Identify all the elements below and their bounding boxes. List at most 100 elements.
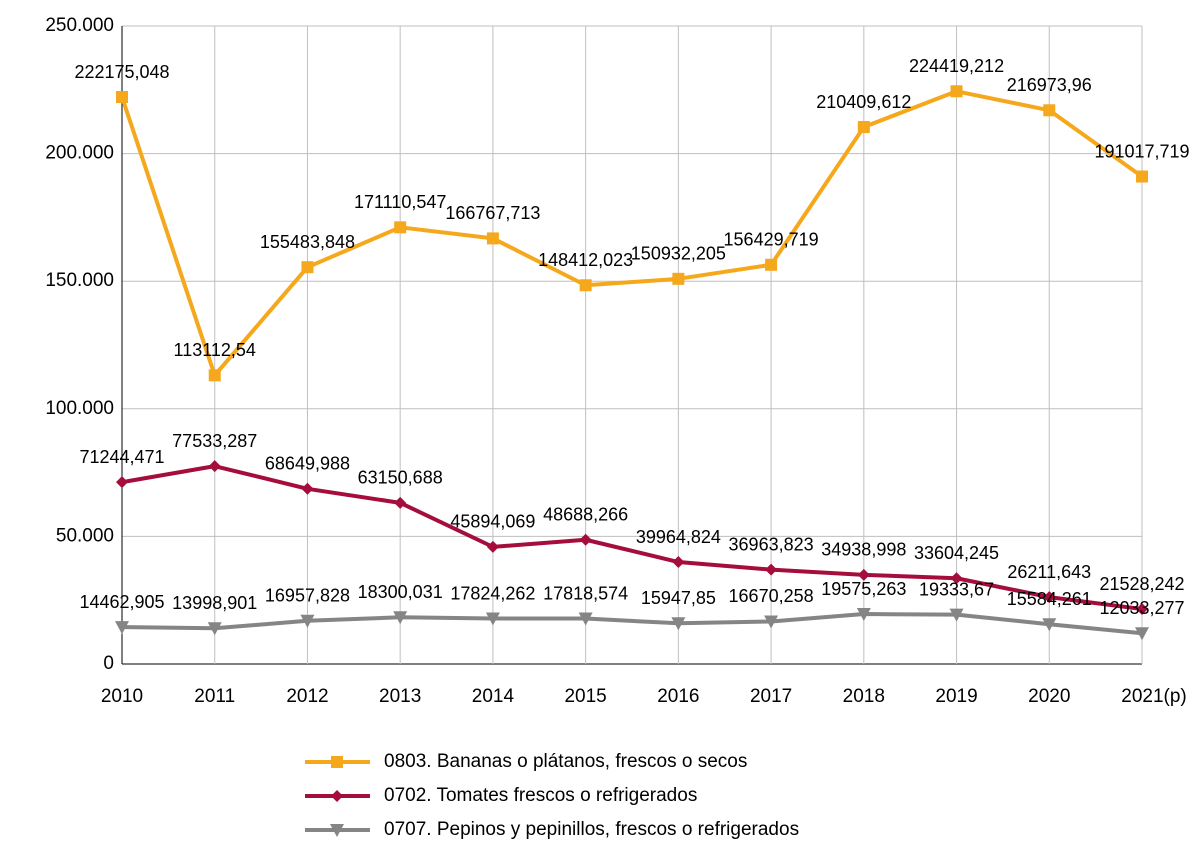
marker: [331, 790, 343, 802]
data-label: 222175,048: [74, 62, 169, 82]
data-label: 33604,245: [914, 543, 999, 563]
series-line: [120, 89, 1144, 378]
marker: [579, 279, 592, 292]
x-tick-label: 2011: [194, 686, 235, 707]
data-label: 156429,719: [724, 230, 819, 250]
data-label: 191017,719: [1094, 141, 1189, 161]
x-tick-label: 2016: [657, 686, 699, 707]
series-line: [121, 612, 1143, 636]
marker: [857, 568, 870, 581]
data-label: 14462,905: [79, 592, 164, 612]
data-label: 210409,612: [816, 92, 911, 112]
data-label: 34938,998: [821, 540, 906, 560]
x-tick-label: 2020: [1028, 686, 1070, 707]
marker: [208, 369, 221, 382]
marker: [1136, 603, 1148, 616]
marker: [949, 608, 964, 622]
data-label: 26211,643: [1007, 562, 1091, 582]
series-line: [121, 464, 1143, 612]
marker: [208, 460, 221, 473]
marker: [950, 85, 963, 98]
data-label: 16957,828: [265, 585, 350, 605]
data-label: 216973,96: [1007, 75, 1092, 95]
marker: [115, 621, 129, 635]
marker: [393, 611, 408, 625]
y-tick-label: 200.000: [45, 143, 114, 164]
y-tick-label: 150.000: [45, 270, 114, 291]
marker: [300, 614, 315, 628]
x-tick-label: 2018: [843, 686, 885, 707]
data-label: 155483,848: [260, 232, 355, 252]
legend-label: 0702. Tomates frescos o refrigerados: [384, 785, 697, 806]
x-tick-label: 2021(p): [1121, 686, 1187, 707]
marker: [765, 563, 778, 576]
marker: [1043, 591, 1056, 604]
legend-label: 0707. Pepinos y pepinillos, frescos o re…: [384, 819, 799, 840]
marker: [764, 615, 779, 629]
x-tick-label: 2012: [286, 686, 328, 707]
data-label: 36963,823: [729, 534, 814, 554]
data-label: 45894,069: [450, 512, 535, 532]
x-tick-label: 2014: [472, 686, 515, 707]
marker: [857, 121, 870, 134]
marker: [207, 622, 222, 636]
y-tick-label: 0: [103, 653, 114, 674]
data-label: 39964,824: [636, 527, 721, 547]
marker: [330, 824, 344, 837]
marker: [1135, 627, 1149, 641]
data-label: 12033,277: [1099, 598, 1184, 618]
marker: [1042, 618, 1057, 632]
marker: [394, 221, 407, 234]
marker: [301, 261, 314, 274]
marker: [486, 232, 499, 245]
marker: [331, 756, 343, 768]
y-tick-label: 250.000: [45, 15, 114, 36]
data-label: 17824,262: [450, 583, 535, 603]
data-label: 15584,261: [1007, 589, 1092, 609]
marker: [672, 272, 685, 285]
data-label: 13998,901: [172, 593, 257, 613]
y-tick-label: 100.000: [45, 398, 114, 419]
data-label: 71244,471: [79, 447, 164, 467]
data-label: 16670,258: [729, 586, 814, 606]
marker: [486, 540, 499, 553]
x-tick-label: 2017: [750, 686, 792, 707]
marker: [116, 476, 128, 489]
marker: [394, 496, 407, 509]
data-label: 63150,688: [358, 468, 443, 488]
marker: [485, 612, 500, 626]
marker: [578, 612, 593, 626]
marker: [765, 258, 778, 271]
data-label: 148412,023: [538, 250, 633, 270]
data-label: 18300,031: [358, 582, 443, 602]
data-label: 48688,266: [543, 504, 628, 524]
y-tick-label: 50.000: [56, 525, 114, 546]
marker: [1136, 170, 1148, 183]
marker: [116, 91, 128, 104]
marker: [301, 482, 314, 495]
data-label: 68649,988: [265, 454, 350, 474]
marker: [671, 617, 686, 631]
legend-label: 0803. Bananas o plátanos, frescos o seco…: [384, 751, 747, 772]
marker: [856, 608, 871, 622]
data-label: 166767,713: [445, 203, 540, 223]
marker: [1043, 104, 1056, 117]
data-label: 17818,574: [543, 583, 628, 603]
data-label: 21528,242: [1099, 574, 1184, 594]
marker: [672, 556, 685, 569]
data-label: 19575,263: [821, 579, 906, 599]
x-tick-label: 2015: [564, 686, 606, 707]
data-label: 19333,67: [919, 579, 994, 599]
data-label: 150932,205: [631, 244, 726, 264]
x-tick-label: 2013: [379, 686, 421, 707]
data-label: 171110,547: [354, 192, 446, 212]
marker: [579, 533, 592, 546]
marker: [950, 572, 963, 585]
data-label: 224419,212: [909, 56, 1004, 76]
data-label: 15947,85: [641, 588, 716, 608]
x-tick-label: 2010: [101, 686, 143, 707]
x-tick-label: 2019: [935, 686, 977, 707]
data-label: 113112,54: [174, 340, 256, 360]
data-label: 77533,287: [172, 431, 257, 451]
